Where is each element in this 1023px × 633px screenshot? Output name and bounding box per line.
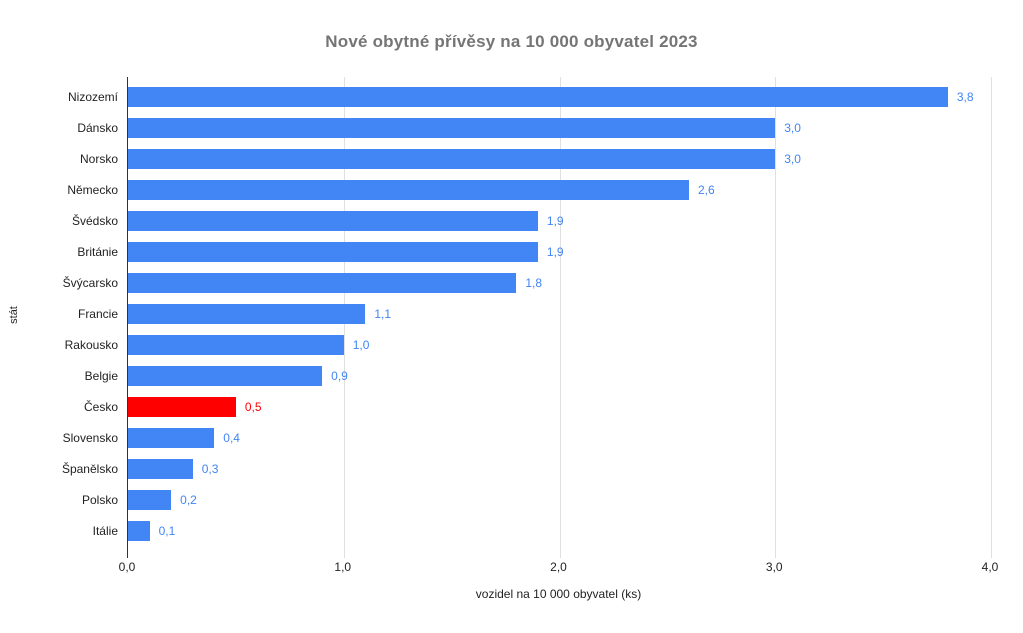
y-axis-title: stát xyxy=(8,306,20,324)
bar-row: Slovensko 0,4 xyxy=(63,423,991,454)
x-tick-label: 0,0 xyxy=(118,560,136,574)
bar xyxy=(128,521,150,542)
bar-row: Německo 2,6 xyxy=(67,174,991,205)
bar xyxy=(128,303,366,324)
category-label: Německo xyxy=(67,182,118,197)
value-label: 0,4 xyxy=(223,431,240,446)
bar xyxy=(128,272,517,293)
value-label: 3,0 xyxy=(784,151,801,166)
bar-row: Británie 1,9 xyxy=(77,236,991,267)
category-label: Polsko xyxy=(81,493,118,508)
category-label: Británie xyxy=(77,244,118,259)
category-label: Španělsko xyxy=(61,462,118,477)
bar xyxy=(128,117,776,138)
value-label: 0,9 xyxy=(331,369,348,384)
x-tick-label: 4,0 xyxy=(981,560,999,574)
bar xyxy=(128,366,323,387)
bar-rows: Nizozemí 3,8 Dánsko 3,0 Norsko 3,0 Německo 2,6 Š… xyxy=(62,81,991,547)
bar-row: Česko 0,5 xyxy=(84,392,991,423)
bar xyxy=(128,335,344,356)
bar xyxy=(128,459,193,480)
x-axis-title: vozidel na 10 000 obyvatel (ks) xyxy=(475,587,642,601)
value-label: 1,9 xyxy=(546,244,564,259)
value-label: 2,6 xyxy=(697,182,715,197)
value-label: 1,9 xyxy=(546,213,564,228)
category-label: Rakousko xyxy=(64,338,118,353)
category-label: Belgie xyxy=(84,369,118,384)
category-label: Francie xyxy=(77,306,118,321)
category-label: Švédsko xyxy=(71,213,118,228)
bar-row: Itálie 0,1 xyxy=(93,516,991,547)
value-label: 3,0 xyxy=(784,120,801,135)
bar xyxy=(128,241,538,262)
bar-row: Švédsko 1,9 xyxy=(72,205,991,236)
value-label: 1,8 xyxy=(525,275,543,290)
bar-row: Norsko 3,0 xyxy=(80,143,991,174)
chart-title: Nové obytné přívěsy na 10 000 obyvatel 2… xyxy=(325,32,698,51)
category-label: Dánsko xyxy=(77,120,118,135)
value-label: 0,3 xyxy=(201,462,219,477)
bar-row: Francie 1,1 xyxy=(78,298,991,329)
bar xyxy=(128,86,948,107)
x-tick-label: 1,0 xyxy=(334,560,352,574)
category-label: Česko xyxy=(83,400,118,415)
category-label: Itálie xyxy=(92,524,118,539)
x-tick-label: 2,0 xyxy=(550,560,567,574)
bar xyxy=(128,179,689,200)
value-label: 0,5 xyxy=(244,400,262,415)
bar-highlight xyxy=(128,397,236,418)
bar-row: Rakousko 1,0 xyxy=(65,330,991,361)
bar-row: Dánsko 3,0 xyxy=(77,112,991,143)
bar-row: Španělsko 0,3 xyxy=(62,454,991,485)
x-tick-label: 3,0 xyxy=(765,560,783,574)
bar xyxy=(128,428,215,449)
bar-row: Švýcarsko 1,8 xyxy=(63,267,991,298)
gridline xyxy=(559,77,561,558)
value-label: 1,1 xyxy=(374,306,391,321)
bar-row: Polsko 0,2 xyxy=(82,485,991,516)
x-axis-ticks: 0,0 1,0 2,0 3,0 4,0 xyxy=(119,558,999,576)
bar xyxy=(128,210,538,231)
value-label: 0,1 xyxy=(158,524,176,539)
value-label: 0,2 xyxy=(180,493,197,508)
category-label: Slovensko xyxy=(62,431,118,446)
value-label: 1,0 xyxy=(352,338,370,353)
bar xyxy=(128,490,172,511)
gridline xyxy=(991,77,992,558)
bar-row: Nizozemí 3,8 xyxy=(68,81,991,112)
category-label: Švýcarsko xyxy=(62,275,118,290)
value-label: 3,8 xyxy=(956,89,974,104)
bar-row: Belgie 0,9 xyxy=(85,361,991,392)
category-label: Nizozemí xyxy=(67,89,118,104)
category-label: Norsko xyxy=(79,151,118,166)
bar xyxy=(128,148,776,169)
gridline xyxy=(775,77,777,558)
plot-area: Nizozemí 3,8 Dánsko 3,0 Norsko 3,0 Německo 2,6 Š… xyxy=(62,77,992,558)
